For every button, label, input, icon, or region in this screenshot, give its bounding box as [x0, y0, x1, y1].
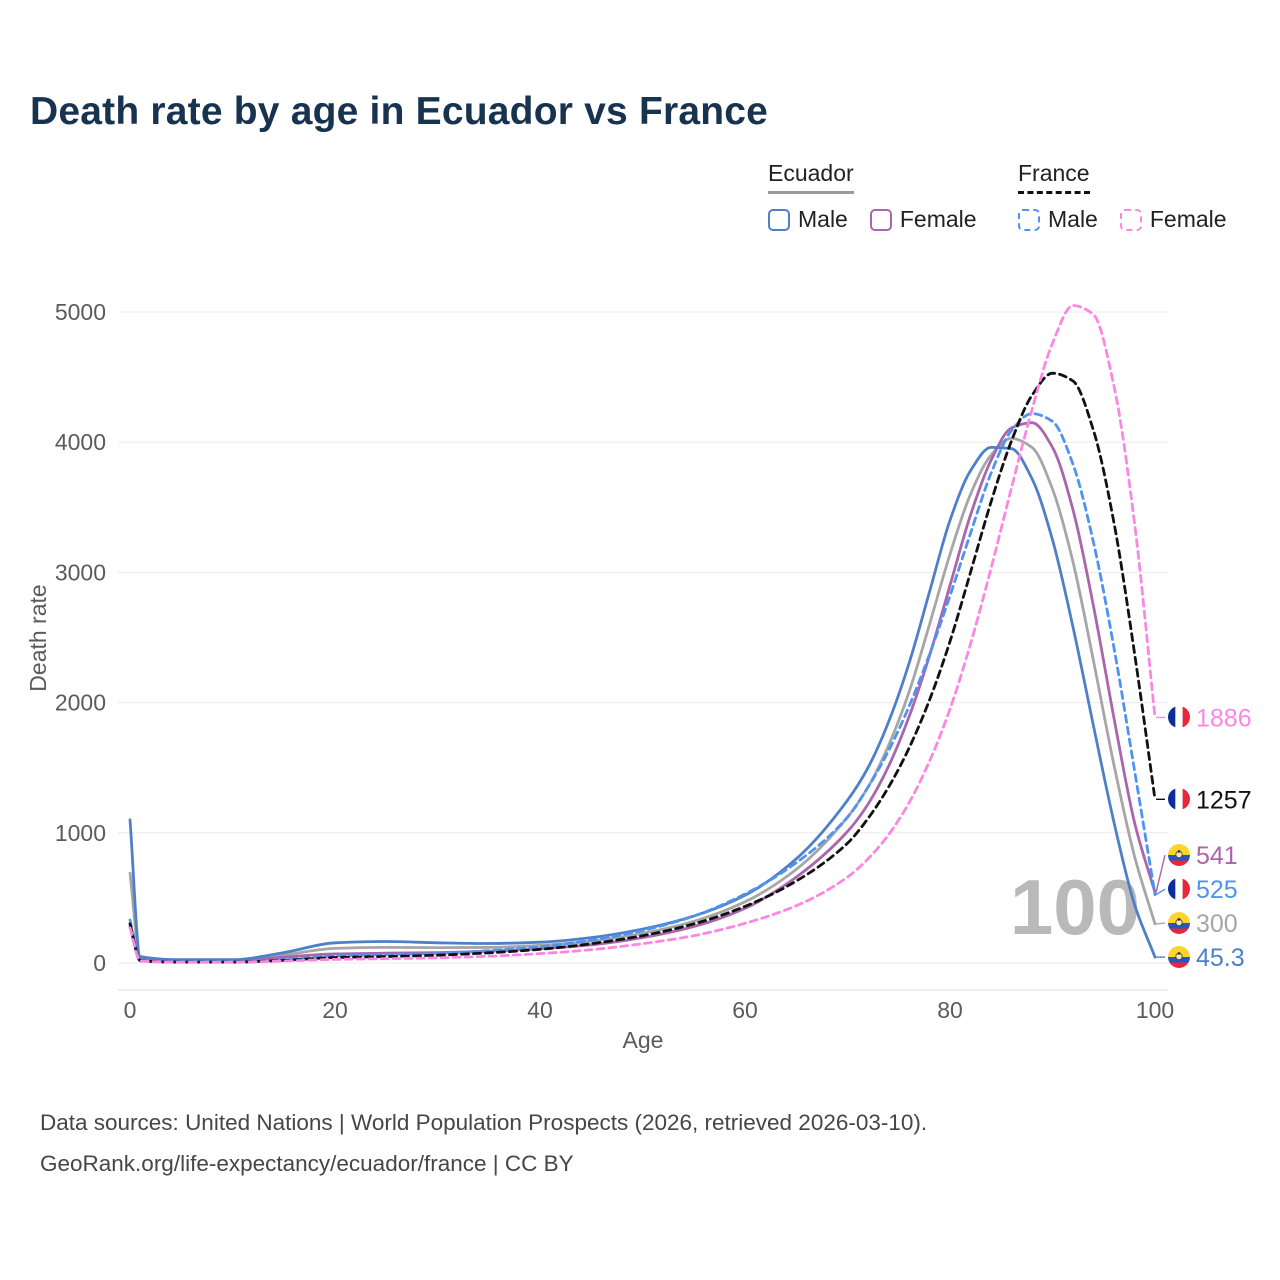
- x-tick-label: 60: [732, 997, 758, 1023]
- legend-item-label: Male: [798, 206, 848, 232]
- legend-france-label: France: [1018, 160, 1090, 194]
- hover-age-watermark: 100: [1009, 863, 1140, 951]
- ecuador-male-swatch-icon: [768, 208, 790, 231]
- legend-group-france: France Male Female: [1018, 160, 1227, 233]
- legend-items-france: Male Female: [1018, 206, 1227, 233]
- legend-group-ecuador: Ecuador Male Female: [768, 160, 977, 233]
- end-label-france-male: 525: [1196, 876, 1238, 904]
- legend-item-label: Female: [899, 206, 977, 232]
- y-tick-label: 3000: [55, 559, 106, 585]
- end-label-france-female: 1886: [1196, 704, 1252, 732]
- series-line-france-both-sexes[interactable]: [128, 371, 1157, 964]
- ecuador-flag-icon: [1168, 946, 1190, 968]
- x-tick-label: 40: [527, 997, 553, 1023]
- y-axis-title: Death rate: [25, 584, 51, 691]
- end-label-ecuador-male: 45.3: [1196, 944, 1245, 972]
- attribution-text: GeoRank.org/life-expectancy/ecuador/fran…: [40, 1151, 574, 1176]
- france-flag-icon: [1168, 706, 1190, 728]
- x-tick-label: 100: [1136, 997, 1174, 1023]
- x-axis-title: Age: [623, 1027, 664, 1053]
- legend-items-ecuador: Male Female: [768, 206, 977, 233]
- france-flag-icon: [1168, 788, 1190, 810]
- y-tick-label: 0: [93, 950, 106, 976]
- x-tick-label: 80: [937, 997, 963, 1023]
- end-label-connector: [1155, 854, 1166, 893]
- france-flag-icon: [1168, 878, 1190, 900]
- legend-ecuador-label: Ecuador: [768, 160, 854, 194]
- y-tick-label: 4000: [55, 429, 106, 455]
- france-male-swatch-icon: [1018, 208, 1040, 231]
- legend-item-ecuador-female[interactable]: Female: [869, 206, 977, 233]
- chart-title: Death rate by age in Ecuador vs France: [30, 90, 769, 133]
- legend-item-france-male[interactable]: Male: [1018, 206, 1098, 233]
- end-label-ecuador-both-sexes: 300: [1196, 910, 1238, 938]
- france-female-swatch-icon: [1119, 208, 1142, 231]
- footer: Data sources: United Nations | World Pop…: [40, 1102, 927, 1184]
- x-tick-label: 20: [322, 997, 348, 1023]
- series-line-france-female[interactable]: [128, 304, 1157, 964]
- legend-item-label: Female: [1149, 206, 1227, 232]
- y-tick-label: 1000: [55, 820, 106, 846]
- data-sources-text: Data sources: United Nations | World Pop…: [40, 1110, 928, 1135]
- end-label-france-both-sexes: 1257: [1196, 786, 1252, 814]
- ecuador-flag-icon: [1168, 912, 1190, 934]
- y-tick-label: 5000: [55, 299, 106, 325]
- ecuador-female-swatch-icon: [869, 208, 892, 231]
- series-line-ecuador-female[interactable]: [128, 421, 1157, 963]
- series-line-ecuador-both-sexes[interactable]: [128, 436, 1157, 962]
- end-label-connector: [1155, 888, 1166, 896]
- legend-item-label: Male: [1048, 206, 1098, 232]
- end-label-ecuador-female: 541: [1196, 842, 1238, 870]
- legend-item-france-female[interactable]: Female: [1119, 206, 1227, 233]
- end-label-connector: [1155, 922, 1166, 925]
- legend-item-ecuador-male[interactable]: Male: [768, 206, 848, 233]
- series-line-france-male[interactable]: [128, 412, 1157, 964]
- y-tick-label: 2000: [55, 690, 106, 716]
- series-line-ecuador-male[interactable]: [128, 445, 1157, 962]
- x-tick-label: 0: [124, 997, 137, 1023]
- ecuador-flag-icon: [1168, 844, 1190, 866]
